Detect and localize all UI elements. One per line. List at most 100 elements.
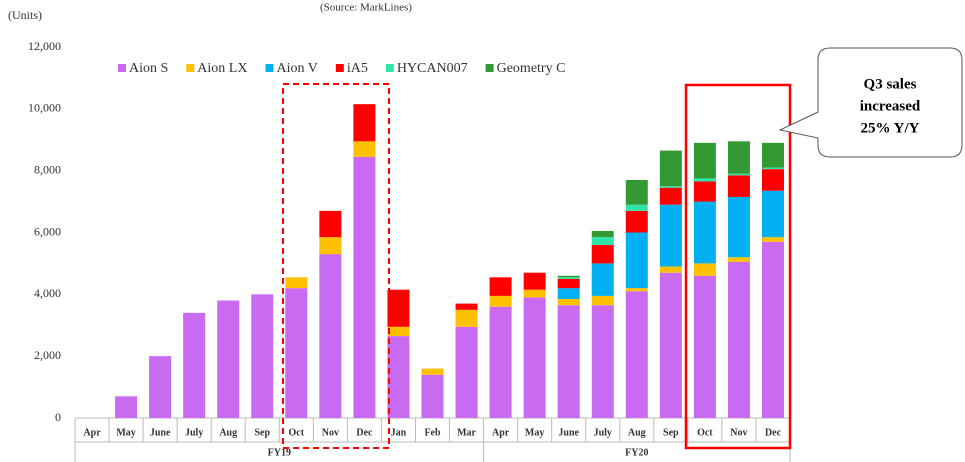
bar-segment xyxy=(659,272,682,418)
bar-segment xyxy=(557,288,580,299)
bar-segment xyxy=(591,263,614,296)
highlight-fy20 xyxy=(684,83,792,450)
bar-segment xyxy=(489,306,512,418)
bar-segment xyxy=(591,305,614,418)
bar-segment xyxy=(319,237,342,255)
x-tick-label: Nov xyxy=(730,427,747,438)
y-tick-label: 4,000 xyxy=(34,286,61,300)
y-tick-label: 12,000 xyxy=(28,39,61,53)
bar-segment xyxy=(693,275,716,418)
bar-segment xyxy=(727,141,750,174)
legend-swatch xyxy=(385,64,394,72)
x-tick-label: Feb xyxy=(424,427,441,438)
x-tick-label: Dec xyxy=(765,427,782,438)
legend-label: Aion V xyxy=(276,61,317,76)
x-tick-label: Oct xyxy=(697,427,713,438)
bar-segment xyxy=(217,300,240,418)
x-tick-label: Apr xyxy=(83,427,101,438)
bar-segment xyxy=(659,266,682,273)
bar-segment xyxy=(761,142,784,168)
x-tick-label: Sep xyxy=(254,427,270,438)
bar-segment xyxy=(387,289,410,327)
bar-segment xyxy=(115,396,138,418)
bar-segment xyxy=(523,297,546,418)
x-tick-label: Sep xyxy=(663,427,679,438)
legend-label: Aion S xyxy=(129,61,168,76)
bar-segment xyxy=(625,210,648,233)
y-tick-label: 6,000 xyxy=(34,224,61,238)
x-tick-label: Oct xyxy=(289,427,305,438)
x-tick-label: July xyxy=(594,427,612,438)
bar-segment xyxy=(387,326,410,337)
bar-segment xyxy=(693,263,716,276)
legend-label: Geometry C xyxy=(497,61,566,76)
bar-segment xyxy=(727,196,750,258)
annotation: 25% Y/Y xyxy=(860,120,919,136)
bar-segment xyxy=(183,312,206,418)
x-tick-label: Apr xyxy=(492,427,510,438)
bar-segment xyxy=(761,169,784,191)
bar-segment xyxy=(421,368,444,375)
bar-segment xyxy=(659,186,682,188)
bar-segment xyxy=(557,275,580,278)
x-tick-label: Dec xyxy=(356,427,373,438)
source: (Source: MarkLines) xyxy=(320,2,412,14)
bar-segment xyxy=(761,167,784,170)
bar-segment xyxy=(421,374,444,418)
legend-label: iA5 xyxy=(347,61,368,76)
y-tick-label: 0 xyxy=(55,410,61,424)
bar-segment xyxy=(761,237,784,242)
bar-segment xyxy=(523,289,546,298)
bar-segment xyxy=(489,277,512,296)
bar-segment xyxy=(455,303,478,310)
legend-swatch xyxy=(335,64,344,72)
bar-segment xyxy=(557,298,580,306)
bar-segment xyxy=(251,294,274,418)
bar-segment xyxy=(489,295,512,307)
x-tick-label: June xyxy=(150,427,171,438)
bar-segment xyxy=(353,156,376,419)
x-tick-label: July xyxy=(185,427,203,438)
bar-segment xyxy=(455,309,478,327)
bar-segment xyxy=(285,277,308,289)
bar-segment xyxy=(761,241,784,418)
annotation: increased xyxy=(860,98,921,114)
bar-segment xyxy=(557,278,580,289)
bar-segment xyxy=(625,204,648,211)
bar-segment xyxy=(353,141,376,157)
x-tick-label: Aug xyxy=(628,427,646,438)
x-tick-label: Jan xyxy=(391,427,407,438)
bar-segment xyxy=(625,179,648,205)
legend-swatch xyxy=(265,64,274,72)
bar-segment xyxy=(557,277,580,279)
bar-segment xyxy=(455,326,478,418)
highlight-fy19 xyxy=(282,83,390,449)
x-tick-label: May xyxy=(116,427,135,438)
x-tick-label: May xyxy=(525,427,544,438)
bar-segment xyxy=(319,254,342,418)
annotation: Q3 sales xyxy=(864,76,917,92)
bar-segment xyxy=(693,142,716,179)
x-tick-label: Nov xyxy=(322,427,339,438)
bar-segment xyxy=(693,178,716,182)
bar-segment xyxy=(625,291,648,418)
bar-segment xyxy=(693,181,716,202)
bar-segment xyxy=(353,104,376,142)
bar-segment xyxy=(761,190,784,238)
legend-swatch xyxy=(118,64,126,72)
x-tick-label: Aug xyxy=(219,427,237,438)
bar-segment xyxy=(727,173,750,176)
legend-swatch xyxy=(186,64,195,72)
callout xyxy=(778,47,963,158)
bar-segment xyxy=(387,336,410,418)
bar-segment xyxy=(693,201,716,264)
bar-segment xyxy=(319,210,342,238)
y-tick-label: 10,000 xyxy=(28,101,61,115)
legend-label: Aion LX xyxy=(197,61,247,76)
bar-segment xyxy=(557,305,580,418)
bar-segment xyxy=(659,150,682,187)
bar-segment xyxy=(659,187,682,205)
group-label: FY19 xyxy=(268,447,291,458)
bar-segment xyxy=(591,230,614,238)
